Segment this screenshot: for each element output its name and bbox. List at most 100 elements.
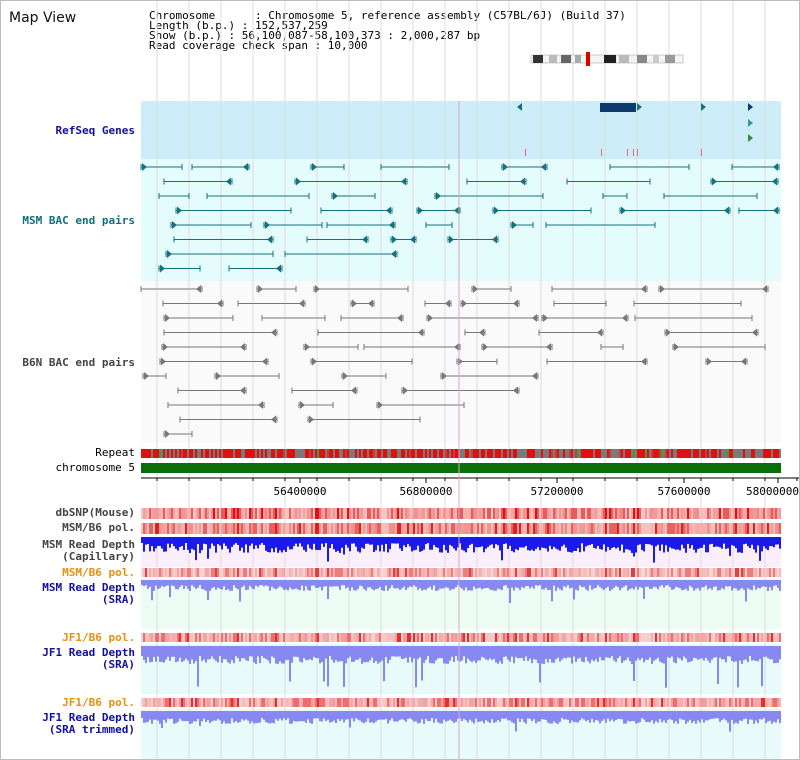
bac-arrow: [479, 328, 484, 337]
read-depth-bin: [269, 580, 271, 591]
read-depth-bin: [485, 711, 487, 721]
repeat-label[interactable]: Repeat: [95, 446, 135, 459]
read-depth-bin: [701, 646, 703, 659]
polymorphism-bin: [431, 633, 433, 642]
polymorphism-bin: [673, 698, 675, 707]
read-depth-bin: [165, 711, 167, 723]
read-depth-bin: [319, 646, 321, 664]
read-depth-bin: [487, 646, 489, 661]
polymorphism-bin: [359, 508, 361, 519]
jf1-pol-sra-label[interactable]: JF1/B6 pol.: [62, 631, 135, 644]
polymorphism-bin: [627, 508, 629, 519]
msm-pol-sra-label[interactable]: MSM/B6 pol.: [62, 566, 135, 579]
polymorphism-bin: [175, 568, 177, 577]
polymorphism-bin: [191, 523, 193, 534]
jf1-depth-trimmed-label[interactable]: JF1 Read Depth: [42, 711, 135, 724]
read-depth-bin: [327, 537, 329, 562]
msm-bac-track[interactable]: [140, 163, 780, 273]
read-depth-bin: [599, 537, 601, 550]
msm-depth-capillary-label[interactable]: MSM Read Depth: [42, 538, 135, 551]
polymorphism-bin: [583, 523, 585, 534]
read-depth-bin: [733, 537, 735, 547]
msm-depth-sra-label[interactable]: MSM Read Depth: [42, 581, 135, 594]
read-depth-bin: [449, 711, 451, 720]
read-depth-bin: [219, 537, 221, 546]
read-depth-bin: [585, 537, 587, 547]
polymorphism-bin: [597, 508, 599, 519]
read-depth-bin: [505, 537, 507, 544]
read-depth-bin: [723, 580, 725, 590]
polymorphism-bin: [253, 568, 255, 577]
jf1-pol-trimmed-label[interactable]: JF1/B6 pol.: [62, 696, 135, 709]
read-depth-bin: [307, 537, 309, 545]
bac-arrow: [473, 285, 478, 293]
repeat-element: [693, 449, 695, 458]
read-depth-bin: [305, 711, 307, 723]
polymorphism-bin: [647, 568, 649, 577]
read-depth-bin: [181, 646, 183, 662]
polymorphism-bin: [331, 508, 333, 519]
polymorphism-bin: [519, 633, 521, 642]
read-depth-bin: [267, 537, 269, 553]
read-depth-bin: [157, 537, 159, 546]
polymorphism-bin: [539, 568, 541, 577]
read-depth-bin: [393, 711, 395, 722]
read-depth-bin: [771, 537, 773, 547]
polymorphism-bin: [359, 523, 361, 534]
read-depth-bin: [445, 711, 447, 722]
repeat-element: [703, 449, 705, 458]
polymorphism-bin: [521, 698, 523, 707]
dbsnp-label[interactable]: dbSNP(Mouse): [55, 506, 135, 519]
refseq-track[interactable]: [517, 103, 753, 156]
read-depth-bin: [523, 711, 525, 723]
polymorphism-bin: [699, 508, 701, 519]
polymorphism-bin: [409, 508, 411, 519]
repeat-element: [761, 449, 763, 458]
read-depth-bin: [575, 537, 577, 551]
read-depth-bin: [477, 646, 479, 661]
repeat-element: [669, 449, 671, 458]
read-depth-bin: [485, 580, 487, 588]
msm-bac-label[interactable]: MSM BAC end pairs: [22, 214, 135, 227]
repeat-track[interactable]: [141, 449, 781, 458]
polymorphism-bin: [249, 523, 251, 534]
read-depth-bin: [651, 537, 653, 546]
read-depth-bin: [687, 537, 689, 544]
polymorphism-bin: [283, 523, 285, 534]
jf1-depth-sra-label[interactable]: JF1 Read Depth: [42, 646, 135, 659]
read-depth-bin: [421, 580, 423, 591]
quantitative-tracks[interactable]: [141, 508, 781, 732]
polymorphism-bin: [547, 508, 549, 519]
read-depth-bin: [545, 711, 547, 720]
polymorphism-bin: [761, 523, 763, 534]
polymorphism-bin: [175, 698, 177, 707]
polymorphism-bin: [731, 633, 733, 642]
msm-pol-capillary-label[interactable]: MSM/B6 pol.: [62, 521, 135, 534]
polymorphism-bin: [155, 523, 157, 534]
polymorphism-bin: [509, 508, 511, 519]
polymorphism-bin: [691, 633, 693, 642]
polymorphism-bin: [181, 698, 183, 707]
polymorphism-bin: [463, 523, 465, 534]
polymorphism-bin: [449, 698, 451, 707]
read-depth-bin: [285, 711, 287, 721]
read-depth-bin: [335, 580, 337, 587]
refseq-genes-label[interactable]: RefSeq Genes: [55, 124, 135, 137]
read-depth-bin: [773, 580, 775, 586]
polymorphism-bin: [563, 568, 565, 577]
polymorphism-bin: [225, 508, 227, 519]
read-depth-bin: [351, 537, 353, 544]
polymorphism-bin: [521, 633, 523, 642]
b6n-bac-track[interactable]: [140, 285, 769, 438]
read-depth-bin: [215, 711, 217, 721]
polymorphism-bin: [461, 523, 463, 534]
repeat-element: [771, 449, 773, 458]
chromosome-ideogram[interactable]: [530, 52, 684, 66]
read-depth-bin: [361, 537, 363, 548]
read-depth-bin: [765, 646, 767, 657]
b6n-bac-label[interactable]: B6N BAC end pairs: [22, 356, 135, 369]
polymorphism-bin: [549, 568, 551, 577]
bac-arrow: [428, 314, 433, 322]
repeat-element: [469, 449, 471, 458]
polymorphism-bin: [153, 568, 155, 577]
